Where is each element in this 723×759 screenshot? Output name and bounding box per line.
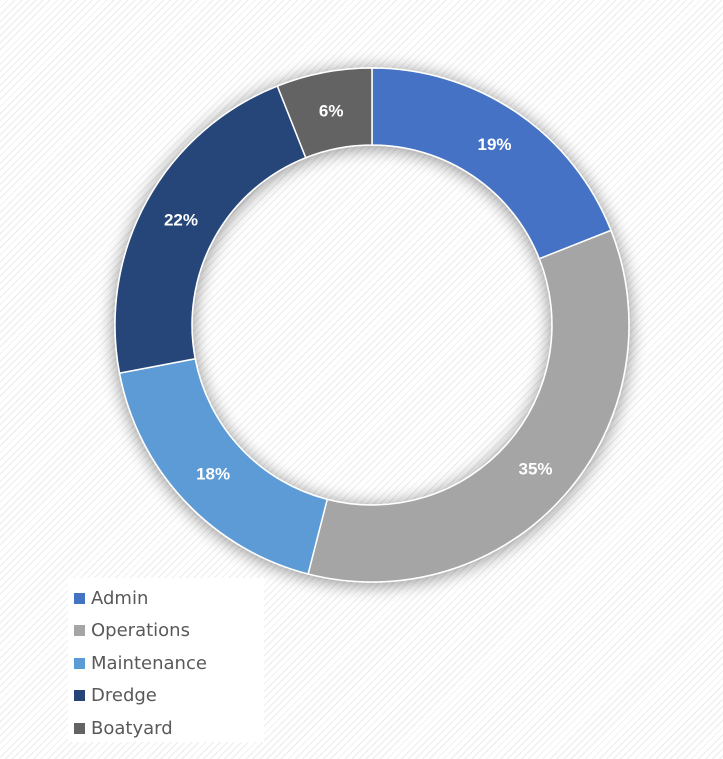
donut-slices [114, 67, 630, 583]
data-labels: 19% 35% 18% 22% 6% [164, 101, 553, 483]
legend-swatch-operations [74, 625, 85, 637]
slice-admin [371, 67, 612, 260]
legend-item-operations: Operations [68, 615, 264, 648]
legend-item-dredge: Dredge [68, 680, 264, 713]
legend-label-admin: Admin [91, 587, 149, 609]
legend-swatch-dredge [74, 690, 85, 702]
data-label-dredge: 22% [164, 210, 198, 229]
legend-label-boatyard: Boatyard [91, 717, 173, 739]
data-label-maintenance: 18% [196, 465, 230, 484]
legend-label-dredge: Dredge [91, 685, 157, 707]
legend-swatch-admin [74, 592, 85, 604]
slice-dredge [114, 85, 307, 375]
legend-label-maintenance: Maintenance [91, 652, 207, 674]
legend-item-admin: Admin [68, 582, 264, 615]
legend-swatch-boatyard [74, 722, 85, 734]
slice-operations [307, 229, 630, 583]
legend: Admin Operations Maintenance Dredge Boat… [68, 578, 264, 742]
slice-boatyard [276, 67, 373, 159]
legend-label-operations: Operations [91, 620, 190, 642]
legend-swatch-maintenance [74, 657, 85, 669]
data-label-operations: 35% [519, 460, 553, 479]
data-label-boatyard: 6% [319, 101, 344, 120]
legend-item-boatyard: Boatyard [68, 712, 264, 745]
data-label-admin: 19% [478, 135, 512, 154]
legend-item-maintenance: Maintenance [68, 647, 264, 680]
